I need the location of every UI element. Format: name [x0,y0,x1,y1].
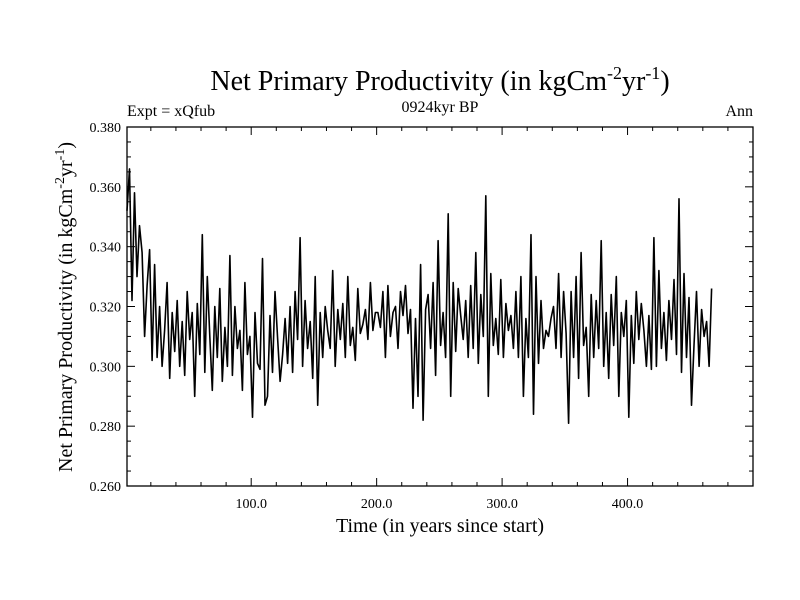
period-label: 0924kyr BP [402,99,479,116]
npp-series-line [126,168,713,425]
season-label: Ann [725,103,753,120]
chart-title: Net Primary Productivity (in kgCm-2yr-1) [210,63,669,97]
experiment-label: Expt = xQfub [127,103,215,120]
x-tick-label: 200.0 [361,497,393,512]
y-tick-label: 0.340 [90,241,122,256]
x-tick-label: 400.0 [612,497,644,512]
y-tick-label: 0.280 [90,420,122,435]
x-tick-label: 100.0 [235,497,267,512]
y-tick-label: 0.300 [90,360,122,375]
y-tick-label: 0.380 [90,121,122,136]
y-axis-label: Net Primary Productivity (in kgCm-2yr-1) [53,142,77,472]
y-tick-label: 0.260 [90,480,122,495]
x-axis-label: Time (in years since start) [336,515,544,537]
y-tick-label: 0.360 [90,181,122,196]
x-tick-label: 300.0 [486,497,518,512]
y-tick-label: 0.320 [90,301,122,316]
